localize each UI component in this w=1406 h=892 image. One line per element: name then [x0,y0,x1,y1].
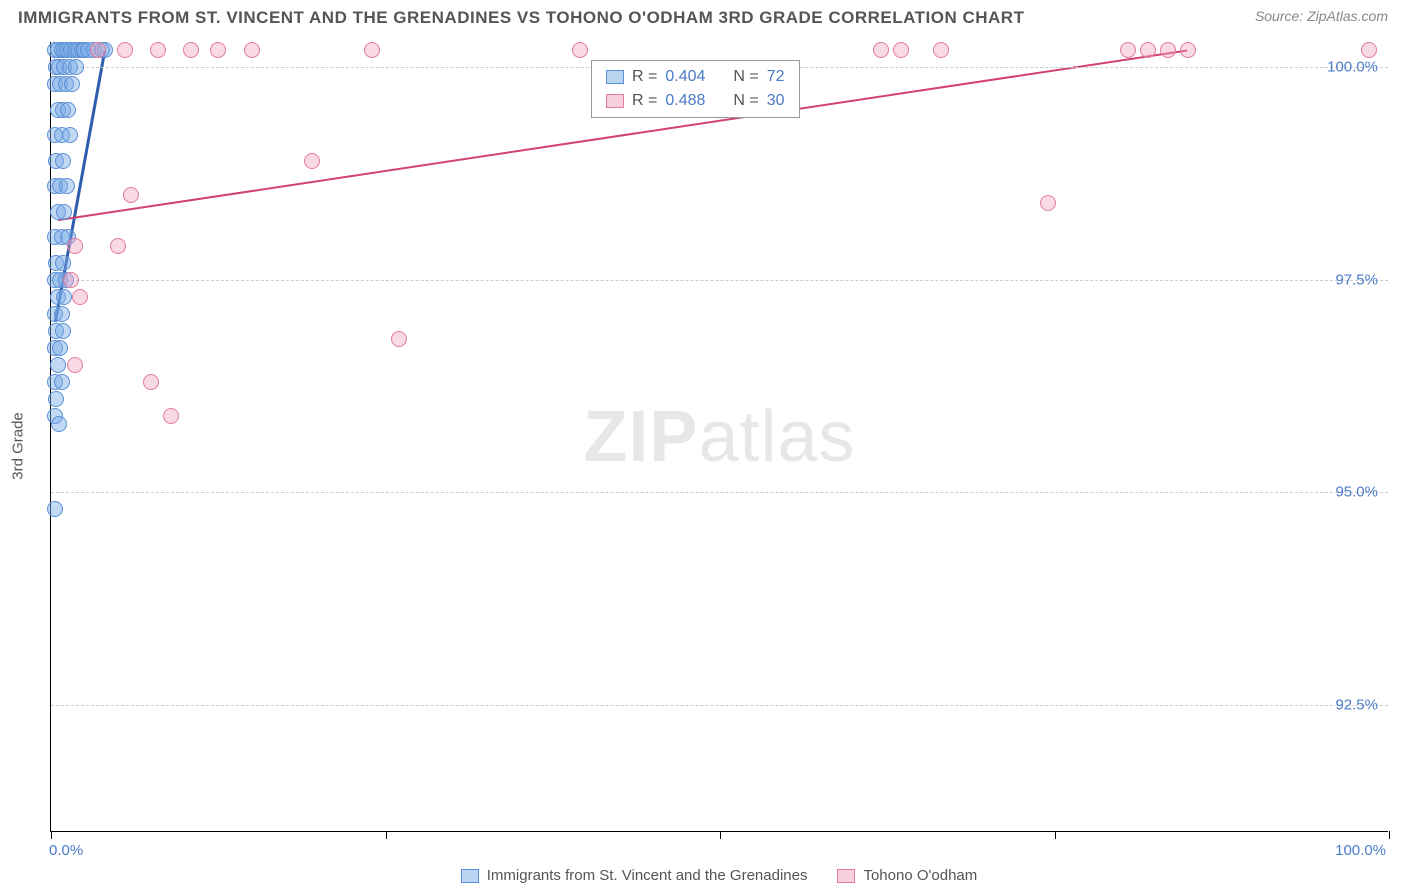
scatter-point [183,42,199,58]
legend-top: R = 0.404 N = 72 R = 0.488 N = 30 [591,60,800,118]
legend-top-row: R = 0.488 N = 30 [606,89,785,113]
scatter-point [68,59,84,75]
scatter-plot-area: ZIPatlas 92.5%95.0%97.5%100.0%0.0%100.0%… [50,42,1388,832]
scatter-point [391,331,407,347]
scatter-point [873,42,889,58]
scatter-point [933,42,949,58]
scatter-point [59,178,75,194]
scatter-point [123,187,139,203]
x-tick-mark [720,831,721,839]
y-tick-label: 97.5% [1335,271,1378,288]
watermark-zip: ZIP [583,397,698,477]
scatter-point [163,408,179,424]
chart-title: IMMIGRANTS FROM ST. VINCENT AND THE GREN… [18,8,1024,28]
gridline-horizontal [51,280,1388,281]
scatter-point [1160,42,1176,58]
scatter-point [54,374,70,390]
legend-bottom-item: Immigrants from St. Vincent and the Gren… [461,867,808,884]
legend-n-label: N = [733,89,758,113]
scatter-point [56,289,72,305]
scatter-point [63,272,79,288]
scatter-point [67,238,83,254]
legend-swatch [461,869,479,883]
trend-lines-layer [51,42,1388,831]
legend-top-row: R = 0.404 N = 72 [606,65,785,89]
source-name: ZipAtlas.com [1307,8,1388,24]
legend-series-label: Tohono O'odham [863,867,977,884]
legend-swatch [606,70,624,84]
chart-header: IMMIGRANTS FROM ST. VINCENT AND THE GREN… [18,8,1388,28]
x-tick-label-left: 0.0% [49,842,83,859]
legend-series-label: Immigrants from St. Vincent and the Gren… [487,867,808,884]
scatter-point [50,357,66,373]
scatter-point [72,289,88,305]
scatter-point [1361,42,1377,58]
scatter-point [48,391,64,407]
scatter-point [1140,42,1156,58]
watermark: ZIPatlas [583,396,855,478]
chart-source: Source: ZipAtlas.com [1255,8,1388,24]
scatter-point [1180,42,1196,58]
scatter-point [67,357,83,373]
scatter-point [210,42,226,58]
scatter-point [893,42,909,58]
x-tick-mark [51,831,52,839]
x-tick-mark [1055,831,1056,839]
y-tick-label: 100.0% [1327,59,1378,76]
legend-n-value: 72 [767,65,785,89]
legend-swatch [837,869,855,883]
scatter-point [90,42,106,58]
scatter-point [55,323,71,339]
scatter-point [117,42,133,58]
scatter-point [304,153,320,169]
legend-r-label: R = [632,65,657,89]
gridline-horizontal [51,705,1388,706]
scatter-point [47,501,63,517]
x-tick-label-right: 100.0% [1335,842,1386,859]
source-prefix: Source: [1255,8,1307,24]
scatter-point [364,42,380,58]
scatter-point [51,416,67,432]
gridline-horizontal [51,492,1388,493]
legend-n-value: 30 [767,89,785,113]
y-tick-label: 92.5% [1335,696,1378,713]
scatter-point [64,76,80,92]
legend-bottom-item: Tohono O'odham [837,867,977,884]
y-tick-label: 95.0% [1335,484,1378,501]
scatter-point [52,340,68,356]
legend-r-label: R = [632,89,657,113]
y-axis-label: 3rd Grade [10,412,27,480]
watermark-atlas: atlas [698,397,855,477]
scatter-point [110,238,126,254]
scatter-point [60,102,76,118]
scatter-point [1040,195,1056,211]
legend-swatch [606,94,624,108]
scatter-point [55,153,71,169]
legend-r-value: 0.488 [665,89,705,113]
scatter-point [62,127,78,143]
x-tick-mark [1389,831,1390,839]
scatter-point [56,204,72,220]
scatter-point [143,374,159,390]
legend-r-value: 0.404 [665,65,705,89]
scatter-point [244,42,260,58]
scatter-point [1120,42,1136,58]
scatter-point [150,42,166,58]
legend-n-label: N = [733,65,758,89]
scatter-point [55,255,71,271]
scatter-point [572,42,588,58]
scatter-point [54,306,70,322]
x-tick-mark [386,831,387,839]
legend-bottom: Immigrants from St. Vincent and the Gren… [50,867,1388,884]
